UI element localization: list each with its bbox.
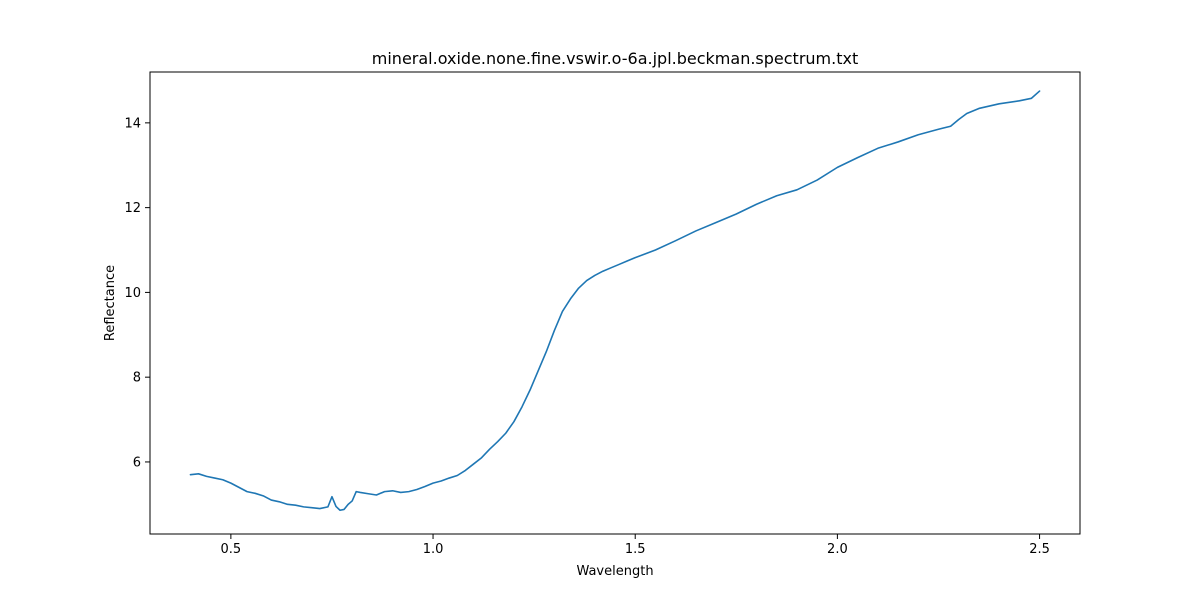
- y-tick-label: 10: [124, 286, 141, 301]
- axes-frame: [149, 71, 1081, 535]
- y-axis-ticks: 6 8 10 12 14: [124, 116, 150, 470]
- x-axis-label: Wavelength: [576, 564, 653, 579]
- x-tick-label: 2.5: [1029, 542, 1050, 557]
- x-axis-ticks: 0.5 1.0 1.5 2.0 2.5: [221, 534, 1050, 557]
- chart-title: mineral.oxide.none.fine.vswir.o-6a.jpl.b…: [372, 49, 858, 68]
- x-tick-label: 1.0: [423, 542, 444, 557]
- x-tick-label: 0.5: [221, 542, 242, 557]
- y-tick-label: 8: [133, 371, 141, 386]
- axes: 0.5 1.0 1.5 2.0 2.5 6 8 10 12 14: [124, 71, 1081, 557]
- y-tick-label: 6: [133, 455, 141, 470]
- series-line: [189, 90, 1041, 512]
- plot-area: [189, 90, 1041, 512]
- y-axis-label: Reflectance: [103, 265, 118, 341]
- x-tick-label: 1.5: [625, 542, 646, 557]
- y-tick-label: 14: [124, 116, 141, 131]
- y-tick-label: 12: [124, 201, 141, 216]
- x-tick-label: 2.0: [827, 542, 848, 557]
